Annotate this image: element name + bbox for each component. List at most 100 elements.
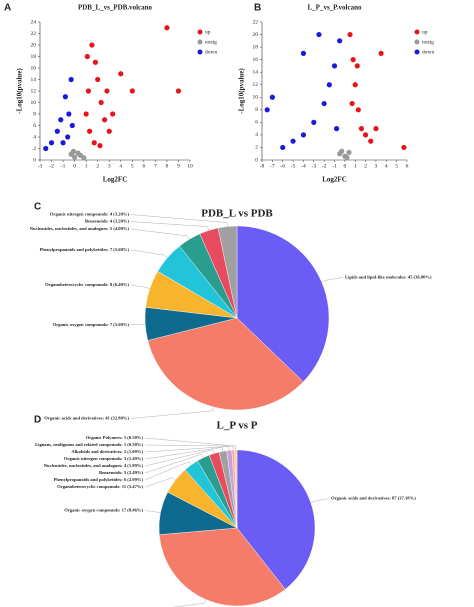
x-tick-label: 9 [177,163,180,169]
slice-label: Organic nitrogen compounds: 4 (3.20%) [50,212,130,217]
x-tick-label: 1 [85,163,88,169]
point [72,154,78,160]
point [269,94,275,100]
point [118,71,124,77]
point [350,57,356,63]
point [326,82,332,88]
point [60,140,66,146]
point [344,154,350,161]
y-tick-label: 18 [31,54,37,60]
point [346,149,352,156]
leader-line [144,477,176,488]
point [352,82,358,88]
y-tick-label: 0 [33,157,36,163]
x-tick-label: 4 [119,163,122,169]
x-tick-label: 4 [385,163,388,169]
leader-line [172,599,207,607]
slice-label: Organic Polymers: 1 (0.50%) [86,435,144,440]
slice-label: Organic oxygen compounds: 7 (5.60%) [53,322,130,327]
point [347,31,353,38]
x-tick-label: 3 [375,163,378,169]
point [54,128,60,134]
y-axis-label: -Log10(pvalue) [16,68,24,114]
chart-title: L_P_vs_P.volcano [308,4,362,12]
x-tick-label: 3 [108,163,111,169]
y-tick-label: 2 [255,145,258,151]
legend-label: nosig [205,39,217,45]
slice-label: Organic oxygen compounds: 17 (8.46%) [64,508,143,513]
point [104,88,110,94]
point [58,117,64,123]
x-tick-label: -5 [291,163,296,169]
x-tick-label: -7 [270,163,275,169]
point [368,138,374,144]
y-tick-label: 0 [255,157,258,163]
leader-line [130,214,228,227]
point [349,100,355,107]
point [401,144,407,151]
leader-line [144,453,204,474]
x-tick-label: -1 [61,163,66,169]
y-tick-label: 8 [255,107,258,113]
x-tick-label: 1 [354,163,357,169]
point [129,88,135,94]
x-tick-label: -2 [322,163,327,169]
leader-line [130,228,190,240]
point [300,50,307,56]
legend-label: up [422,29,428,35]
point [331,63,338,69]
y-tick-label: 8 [33,111,36,117]
point [300,132,307,138]
slice-label: Benzenoids: 5 (2.49%) [99,470,143,475]
y-tick-label: 14 [31,77,37,83]
slice-label: Benzenoids: 4 (3.20%) [85,219,129,224]
point [89,42,95,48]
point [311,119,317,125]
point [43,145,49,152]
x-tick-label: -3 [38,163,43,169]
legend-label: up [205,29,211,35]
point [316,31,322,38]
point [65,134,71,140]
point [175,88,182,94]
panel-letter: C [34,202,41,213]
x-tick-label: 7 [154,163,157,169]
pie-slice [147,317,304,411]
x-tick-label: -3 [311,163,316,169]
point [48,140,55,146]
x-tick-label: 2 [96,163,99,169]
pie-slice [159,527,286,607]
x-tick-label: 6 [142,163,145,169]
y-axis-label: -Log10(pvalue) [238,68,246,114]
point [354,63,360,69]
leader-line [144,444,234,451]
legend-swatch [414,49,420,55]
x-tick-label: -1 [332,163,337,169]
x-tick-label: 0 [343,163,346,169]
point [102,117,108,123]
point [337,38,343,44]
leader-line [130,323,146,325]
y-tick-label: 14 [253,69,259,75]
y-tick-label: 24 [31,19,37,25]
point [321,100,327,107]
panel-letter: D [34,415,41,426]
point [339,148,345,154]
x-tick-label: 10 [187,163,193,169]
point [62,94,68,100]
y-tick-label: 22 [31,31,37,37]
point [106,128,112,134]
point [66,111,72,117]
x-tick-label: 8 [166,163,169,169]
y-tick-label: 16 [253,57,259,63]
y-tick-label: 20 [253,32,259,38]
legend-swatch [197,49,203,55]
slice-label: Organic acids and derivatives: 87 (37.18… [331,496,416,501]
y-tick-label: 4 [255,132,258,138]
point [164,25,170,31]
x-tick-label: -8 [260,163,265,169]
leader-line [144,437,236,451]
y-tick-label: 18 [253,44,259,50]
x-axis-label: Log2FC [322,176,347,184]
